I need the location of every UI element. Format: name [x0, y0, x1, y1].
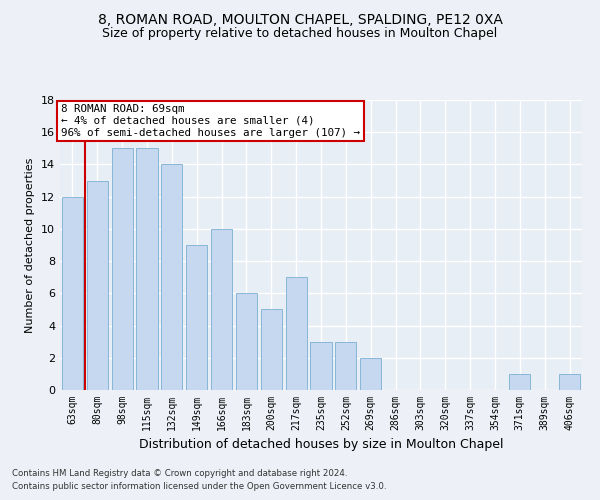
Bar — [136, 148, 158, 390]
Bar — [335, 342, 356, 390]
Bar — [261, 310, 282, 390]
Text: 8, ROMAN ROAD, MOULTON CHAPEL, SPALDING, PE12 0XA: 8, ROMAN ROAD, MOULTON CHAPEL, SPALDING,… — [98, 12, 502, 26]
Bar — [161, 164, 182, 390]
Bar — [211, 229, 232, 390]
Bar — [559, 374, 580, 390]
Bar — [62, 196, 83, 390]
Text: Size of property relative to detached houses in Moulton Chapel: Size of property relative to detached ho… — [103, 28, 497, 40]
X-axis label: Distribution of detached houses by size in Moulton Chapel: Distribution of detached houses by size … — [139, 438, 503, 452]
Text: Contains HM Land Registry data © Crown copyright and database right 2024.: Contains HM Land Registry data © Crown c… — [12, 468, 347, 477]
Bar — [509, 374, 530, 390]
Text: 8 ROMAN ROAD: 69sqm
← 4% of detached houses are smaller (4)
96% of semi-detached: 8 ROMAN ROAD: 69sqm ← 4% of detached hou… — [61, 104, 360, 138]
Text: Contains public sector information licensed under the Open Government Licence v3: Contains public sector information licen… — [12, 482, 386, 491]
Bar — [310, 342, 332, 390]
Bar — [87, 180, 108, 390]
Y-axis label: Number of detached properties: Number of detached properties — [25, 158, 35, 332]
Bar — [236, 294, 257, 390]
Bar — [360, 358, 381, 390]
Bar — [186, 245, 207, 390]
Bar — [112, 148, 133, 390]
Bar — [286, 277, 307, 390]
